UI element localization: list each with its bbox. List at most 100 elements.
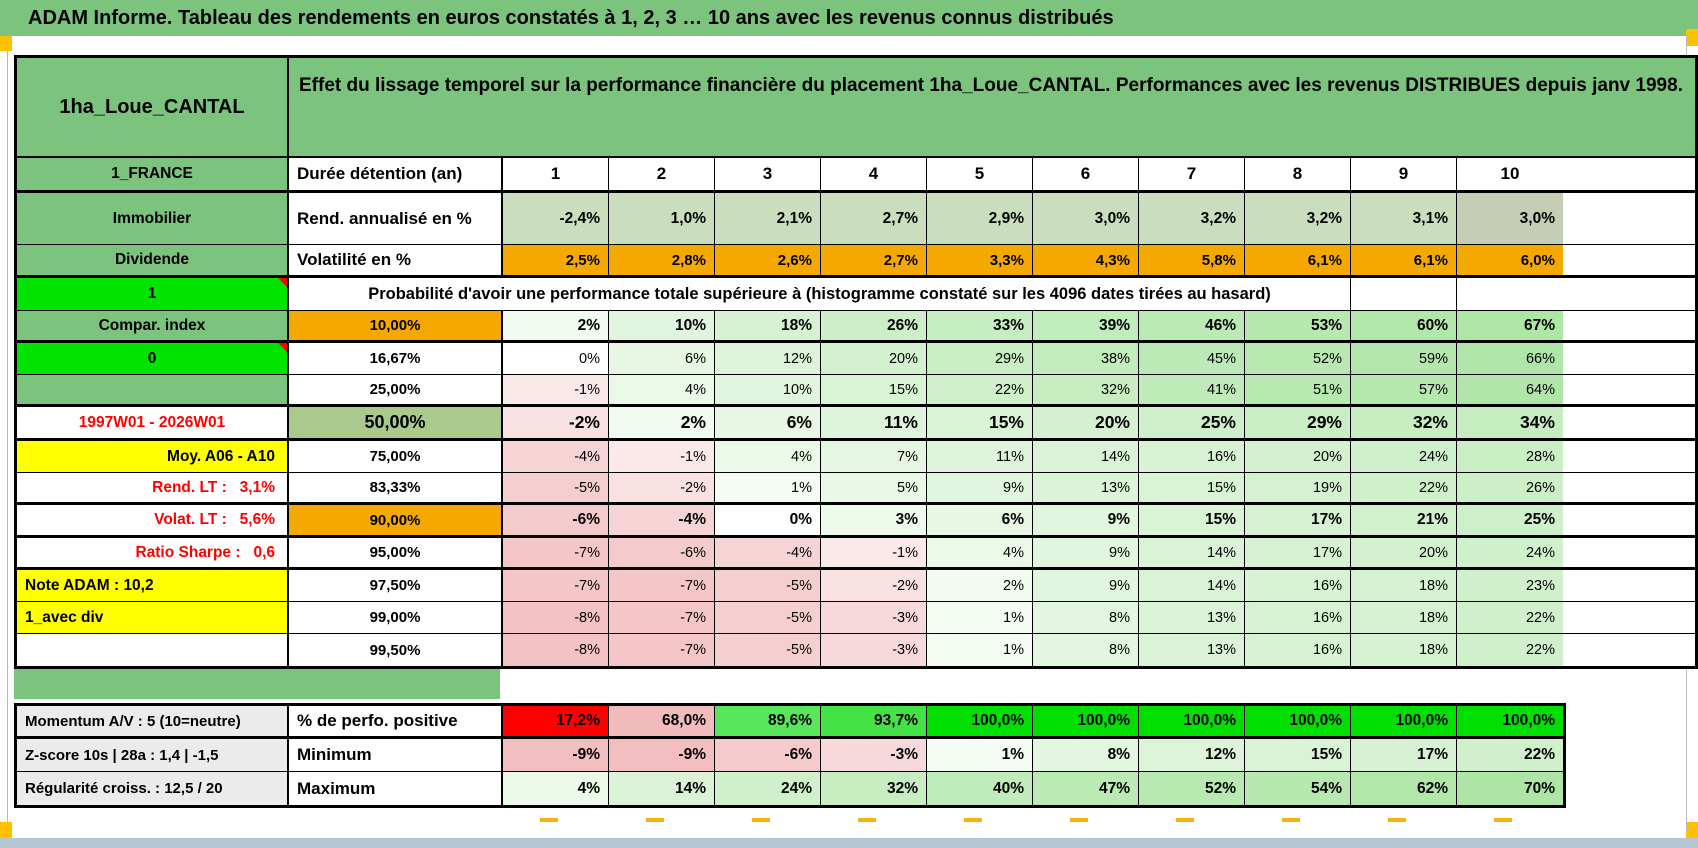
main-label-b-7[interactable]: 50,00% (289, 407, 503, 438)
main-cell-11-6[interactable]: 14% (1139, 538, 1245, 567)
bottom-cell-2-3[interactable]: 32% (821, 772, 927, 805)
main-label-b-9[interactable]: 83,33% (289, 473, 503, 502)
main-cell-9-1[interactable]: -2% (609, 473, 715, 502)
main-cell-2-7[interactable]: 6,1% (1245, 245, 1351, 275)
main-label-b-2[interactable]: Volatilité en % (289, 245, 503, 275)
bottom-cell-2-6[interactable]: 52% (1139, 772, 1245, 805)
main-cell-6-9[interactable]: 64% (1457, 375, 1563, 404)
bottom-cell-2-5[interactable]: 47% (1033, 772, 1139, 805)
main-empty-1-3[interactable] (1351, 278, 1457, 310)
main-cell-11-9[interactable]: 24% (1457, 538, 1563, 567)
main-label-b-10[interactable]: 90,00% (289, 505, 503, 535)
main-cell-7-4[interactable]: 15% (927, 407, 1033, 438)
main-cell-2-2[interactable]: 2,6% (715, 245, 821, 275)
main-cell-1-1[interactable]: 1,0% (609, 193, 715, 244)
bottom-label-a-2[interactable]: Régularité croiss. : 12,5 / 20 (17, 772, 289, 805)
bottom-label-b-1[interactable]: Minimum (289, 739, 503, 771)
main-cell-7-3[interactable]: 11% (821, 407, 927, 438)
main-cell-13-4[interactable]: 1% (927, 602, 1033, 633)
main-cell-14-6[interactable]: 13% (1139, 634, 1245, 666)
main-cell-1-4[interactable]: 2,9% (927, 193, 1033, 244)
bottom-cell-1-0[interactable]: -9% (503, 739, 609, 771)
main-cell-14-8[interactable]: 18% (1351, 634, 1457, 666)
bottom-cell-1-1[interactable]: -9% (609, 739, 715, 771)
main-cell-14-2[interactable]: -5% (715, 634, 821, 666)
bottom-cell-1-3[interactable]: -3% (821, 739, 927, 771)
bottom-cell-1-8[interactable]: 17% (1351, 739, 1457, 771)
main-label-a-2[interactable]: Dividende (17, 245, 289, 275)
main-cell-1-2[interactable]: 2,1% (715, 193, 821, 244)
main-cell-7-6[interactable]: 25% (1139, 407, 1245, 438)
main-cell-0-2[interactable]: 3 (715, 158, 821, 190)
main-cell-0-5[interactable]: 6 (1033, 158, 1139, 190)
bottom-cell-1-7[interactable]: 15% (1245, 739, 1351, 771)
main-cell-2-6[interactable]: 5,8% (1139, 245, 1245, 275)
main-cell-1-0[interactable]: -2,4% (503, 193, 609, 244)
main-cell-9-8[interactable]: 22% (1351, 473, 1457, 502)
main-cell-5-5[interactable]: 38% (1033, 343, 1139, 374)
main-cell-8-7[interactable]: 20% (1245, 441, 1351, 472)
main-cell-11-8[interactable]: 20% (1351, 538, 1457, 567)
main-cell-12-0[interactable]: -7% (503, 570, 609, 601)
main-cell-6-2[interactable]: 10% (715, 375, 821, 404)
main-span-label-3[interactable]: Probabilité d'avoir une performance tota… (289, 278, 1351, 310)
main-cell-13-2[interactable]: -5% (715, 602, 821, 633)
main-cell-5-3[interactable]: 20% (821, 343, 927, 374)
main-cell-5-7[interactable]: 52% (1245, 343, 1351, 374)
bottom-cell-0-8[interactable]: 100,0% (1351, 706, 1457, 736)
main-cell-0-8[interactable]: 9 (1351, 158, 1457, 190)
main-cell-10-4[interactable]: 6% (927, 505, 1033, 535)
main-cell-9-4[interactable]: 9% (927, 473, 1033, 502)
bottom-cell-2-8[interactable]: 62% (1351, 772, 1457, 805)
bottom-label-a-1[interactable]: Z-score 10s | 28a : 1,4 | -1,5 (17, 739, 289, 771)
main-cell-12-9[interactable]: 23% (1457, 570, 1563, 601)
main-cell-11-3[interactable]: -1% (821, 538, 927, 567)
main-cell-10-3[interactable]: 3% (821, 505, 927, 535)
main-cell-2-0[interactable]: 2,5% (503, 245, 609, 275)
bottom-cell-1-4[interactable]: 1% (927, 739, 1033, 771)
main-cell-9-7[interactable]: 19% (1245, 473, 1351, 502)
main-cell-7-5[interactable]: 20% (1033, 407, 1139, 438)
main-cell-8-6[interactable]: 16% (1139, 441, 1245, 472)
main-cell-6-5[interactable]: 32% (1033, 375, 1139, 404)
bottom-cell-2-7[interactable]: 54% (1245, 772, 1351, 805)
main-label-a-5[interactable]: 0 (17, 343, 289, 374)
main-cell-11-7[interactable]: 17% (1245, 538, 1351, 567)
main-cell-0-6[interactable]: 7 (1139, 158, 1245, 190)
main-cell-11-5[interactable]: 9% (1033, 538, 1139, 567)
main-label-a-1[interactable]: Immobilier (17, 193, 289, 244)
main-cell-12-7[interactable]: 16% (1245, 570, 1351, 601)
bottom-label-b-2[interactable]: Maximum (289, 772, 503, 805)
main-label-a-6[interactable] (17, 375, 289, 404)
main-cell-6-0[interactable]: -1% (503, 375, 609, 404)
bottom-cell-1-5[interactable]: 8% (1033, 739, 1139, 771)
main-label-a-14[interactable] (17, 634, 289, 666)
placement-name-cell[interactable]: 1ha_Loue_CANTAL (17, 58, 289, 156)
main-cell-14-3[interactable]: -3% (821, 634, 927, 666)
main-cell-4-3[interactable]: 26% (821, 311, 927, 340)
main-cell-7-2[interactable]: 6% (715, 407, 821, 438)
bottom-cell-0-5[interactable]: 100,0% (1033, 706, 1139, 736)
main-cell-10-0[interactable]: -6% (503, 505, 609, 535)
main-cell-14-5[interactable]: 8% (1033, 634, 1139, 666)
main-cell-2-1[interactable]: 2,8% (609, 245, 715, 275)
main-label-b-12[interactable]: 97,50% (289, 570, 503, 601)
bottom-cell-0-6[interactable]: 100,0% (1139, 706, 1245, 736)
main-cell-9-0[interactable]: -5% (503, 473, 609, 502)
main-cell-0-0[interactable]: 1 (503, 158, 609, 190)
bottom-cell-0-3[interactable]: 93,7% (821, 706, 927, 736)
main-label-b-6[interactable]: 25,00% (289, 375, 503, 404)
main-cell-8-4[interactable]: 11% (927, 441, 1033, 472)
main-cell-10-5[interactable]: 9% (1033, 505, 1139, 535)
main-cell-7-8[interactable]: 32% (1351, 407, 1457, 438)
main-label-b-13[interactable]: 99,00% (289, 602, 503, 633)
main-cell-5-0[interactable]: 0% (503, 343, 609, 374)
main-cell-10-9[interactable]: 25% (1457, 505, 1563, 535)
main-cell-13-5[interactable]: 8% (1033, 602, 1139, 633)
main-cell-1-8[interactable]: 3,1% (1351, 193, 1457, 244)
main-cell-11-0[interactable]: -7% (503, 538, 609, 567)
main-cell-12-4[interactable]: 2% (927, 570, 1033, 601)
main-cell-10-1[interactable]: -4% (609, 505, 715, 535)
main-cell-8-8[interactable]: 24% (1351, 441, 1457, 472)
main-cell-13-8[interactable]: 18% (1351, 602, 1457, 633)
